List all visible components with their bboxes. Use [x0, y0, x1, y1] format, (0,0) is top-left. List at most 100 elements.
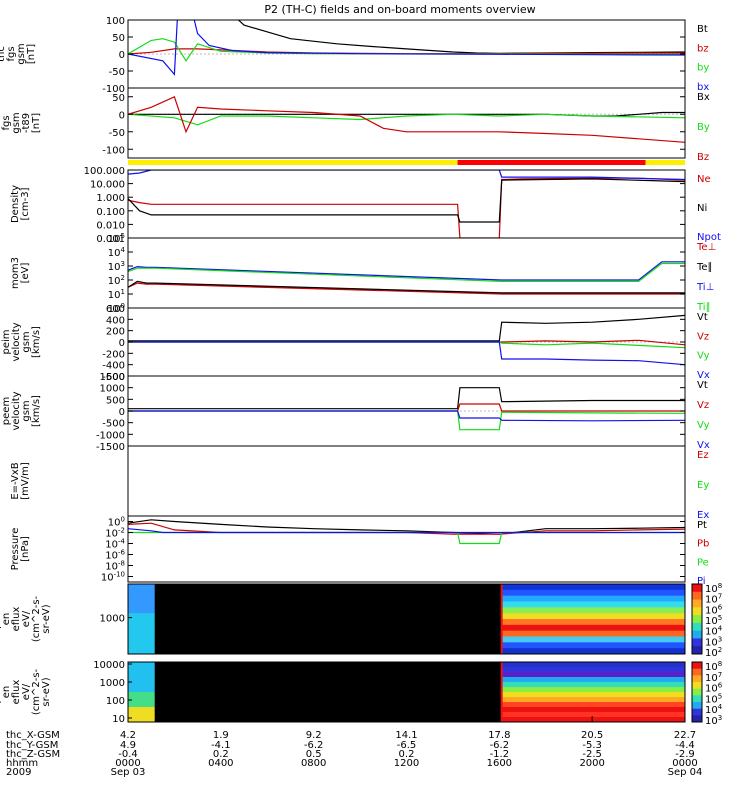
peir-spectrogram-frame	[127, 583, 686, 655]
fgs-gse-legend-By: By	[697, 122, 710, 133]
peir-spectrogram-cell	[128, 619, 155, 626]
peir-spectrogram-cell	[128, 630, 155, 637]
peer-spectrogram-ytick-label: 1000	[100, 678, 125, 689]
peir-spectrogram-ytick-label: 1000	[100, 614, 125, 625]
moments-temp-ytick-label: 103	[108, 260, 125, 273]
fgs-gse-ytick-label: 0	[119, 110, 125, 121]
peir-spectrogram-cell	[501, 589, 685, 597]
density-ytick-label: 100.000	[84, 166, 125, 177]
moments-temp-ytick-label: 104	[108, 246, 126, 259]
peir-spectrogram-colorbar-tick: 102	[705, 646, 722, 659]
peim-velocity-ylabel-line: thc	[0, 334, 2, 350]
ephemeris-row-label: hhmm	[6, 758, 38, 769]
peer-spectrogram-colorbar-cell	[692, 688, 702, 696]
peim-velocity-ytick-label: -600	[102, 372, 125, 383]
peer-spectrogram-cell	[128, 717, 155, 722]
fgs-gse-ylabel: thc fgs gsm -t89 [nT]	[0, 112, 42, 133]
peir-spectrogram-cell	[128, 648, 155, 654]
peer-spectrogram-colorbar-cell	[692, 668, 702, 676]
peir-spectrogram-colorbar-tick: 108	[705, 582, 722, 595]
pressure-ylabel-line: [nPa]	[20, 536, 31, 562]
peer-spectrogram-cell	[128, 662, 155, 668]
ephemeris-cell: 1200	[394, 758, 419, 769]
peer-spectrogram-colorbar-cell	[692, 675, 702, 683]
peer-spectrogram-colorbar-cell	[692, 702, 702, 710]
moments-temp-legend-Te⊥: Te⊥	[696, 242, 716, 253]
panel-density: 100.000 10.000 1.000 0.100 0.010 0.001 Density…	[10, 166, 721, 245]
ephemeris-cell: -2.9	[675, 749, 695, 760]
density-ytick-label: 0.010	[96, 220, 125, 231]
peer-spectrogram-cell	[501, 677, 685, 683]
peir-spectrogram-colorbar-cell	[692, 584, 702, 593]
peer-spectrogram-cell	[128, 697, 155, 703]
peem-velocity-ylabel-line: velocity	[11, 391, 22, 430]
peer-spectrogram-colorbar-tick: 104	[705, 703, 723, 716]
moments-temp-legend-Te∥: Te∥	[696, 262, 713, 273]
ephemeris-cell: 0.5	[306, 749, 322, 760]
peer-spectrogram-colorbar-tick: 108	[705, 660, 722, 673]
panel-fgs: 100 50 0 -50 -100 thc fgs gsm [nT] Bt bz by bx	[0, 16, 709, 95]
pressure-series-Pe	[128, 531, 685, 545]
peir-spectrogram-colorbar-frame	[691, 583, 703, 655]
fgs-legend-by: by	[697, 63, 709, 74]
ephemeris-row-label: thc_Z-GSM	[6, 749, 60, 760]
peem-velocity-ytick-label: 0	[119, 407, 125, 418]
peer-spectrogram-ylabel-line: eV/	[21, 683, 32, 700]
peir-spectrogram-ylabel-line: sr-eV)	[41, 604, 52, 633]
efield-frame	[127, 445, 686, 517]
peir-spectrogram-colorbar-tick: 106	[705, 603, 723, 616]
peer-spectrogram-colorbar-frame	[691, 661, 703, 723]
pressure-frame	[127, 515, 686, 583]
peem-velocity-series-group	[128, 387, 685, 431]
peer-spectrogram-ylabel-line: en	[1, 686, 12, 699]
peer-spectrogram-cell	[501, 687, 685, 693]
fgs-ytick-label: -100	[102, 84, 125, 95]
fgs-gse-ylabel-line: thc	[0, 115, 2, 131]
pressure-ylabel-line: Pressure	[10, 528, 21, 571]
moments-temp-series-group	[128, 261, 685, 295]
peir-spectrogram-cell	[128, 636, 155, 643]
peer-spectrogram-colorbar-cell	[692, 682, 702, 690]
peer-spectrogram-ylabel-line: peer	[0, 680, 2, 704]
fgs-series-bz	[128, 48, 685, 55]
peem-velocity-ylabel-line: gsm	[21, 400, 32, 421]
peer-spectrogram-ylabel-line: (cm^2-s-	[31, 668, 42, 715]
peer-spectrogram-cell	[501, 692, 685, 698]
ephemeris-cell: -1.2	[490, 749, 510, 760]
efield-legend-Ez: Ez	[697, 450, 709, 461]
ephemeris-row-label: thc_Y-GSM	[6, 740, 58, 751]
ephemeris-row-label: 2009	[6, 767, 31, 778]
pressure-ylabel: Pressure [nPa]	[10, 528, 31, 571]
pressure-ytick-label: 10-8	[105, 560, 125, 573]
peem-velocity-ytick-label: -500	[102, 419, 125, 430]
peem-velocity-ytick-label: -1500	[96, 442, 125, 453]
ephemeris-cell: 20.5	[581, 730, 603, 741]
peer-spectrogram-cell	[501, 662, 685, 668]
density-legend-Ne: Ne	[697, 174, 711, 185]
peir-spectrogram-cell	[128, 601, 155, 608]
ephemeris-cell: 0000	[672, 758, 697, 769]
peer-spectrogram-cell	[128, 707, 155, 713]
peir-spectrogram-cell	[128, 613, 155, 620]
moments-temp-ylabel-line: [eV]	[20, 263, 31, 284]
peem-velocity-ylabel-line: [km/s]	[31, 395, 42, 427]
peer-spectrogram-cell	[128, 712, 155, 718]
moments-temp-legend-Ti⊥: Ti⊥	[696, 282, 714, 293]
pressure-legend-Pb: Pb	[697, 539, 709, 550]
peir-spectrogram-ylabel-line: eflux	[11, 607, 22, 632]
ephemeris-cell: 14.1	[395, 730, 417, 741]
peim-velocity-legend-Vy: Vy	[697, 351, 710, 362]
peir-spectrogram-cell	[128, 589, 155, 597]
panel-peir-spectrogram: thcpeirenefluxeV/(cm^2-s-sr-eV)100010810…	[0, 582, 723, 659]
fgs-ylabel-line: fgs	[6, 46, 17, 61]
pressure-series-Pi	[128, 528, 685, 534]
peer-spectrogram-colorbar-tick: 103	[705, 714, 722, 727]
peir-spectrogram-ylabel-line: peir	[0, 608, 2, 628]
peim-velocity-ylabel-line: peim	[1, 329, 12, 354]
peim-velocity-ytick-label: 400	[106, 315, 125, 326]
peim-velocity-series-Vy	[128, 341, 685, 349]
density-series-Ni	[128, 178, 685, 223]
density-ytick-label: 0.001	[96, 234, 125, 245]
peem-velocity-ylabel-line: thc	[0, 403, 2, 419]
